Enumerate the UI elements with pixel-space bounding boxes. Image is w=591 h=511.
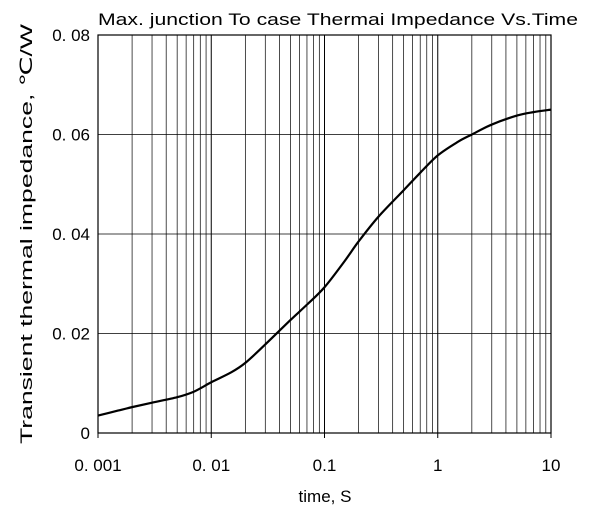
- y-tick-label: 0: [81, 424, 90, 443]
- y-tick-label: 0. 02: [52, 325, 90, 344]
- y-tick-label: 0. 08: [52, 26, 90, 45]
- x-tick-label: 0. 01: [192, 456, 230, 475]
- chart-title: Max. junction To case Thermai Impedance …: [98, 10, 578, 29]
- x-axis-label: time, S: [299, 487, 352, 506]
- series-line: [97, 108, 552, 417]
- x-tick-label: 10: [542, 456, 561, 475]
- x-tick-label: 0.1: [313, 456, 337, 475]
- horizontal-grid: [98, 134, 551, 334]
- x-tick-label: 0. 001: [74, 456, 121, 475]
- y-axis-label: Transient thermal impedance, ℃/W: [17, 24, 36, 444]
- y-tick-label: 0. 04: [52, 225, 90, 244]
- y-tick-label: 0. 06: [52, 126, 90, 145]
- y-tick-labels: 0 0. 02 0. 04 0. 06 0. 08: [52, 26, 90, 443]
- x-tick-label: 1: [433, 456, 442, 475]
- x-tick-labels: 0. 001 0. 01 0.1 1 10: [74, 433, 560, 475]
